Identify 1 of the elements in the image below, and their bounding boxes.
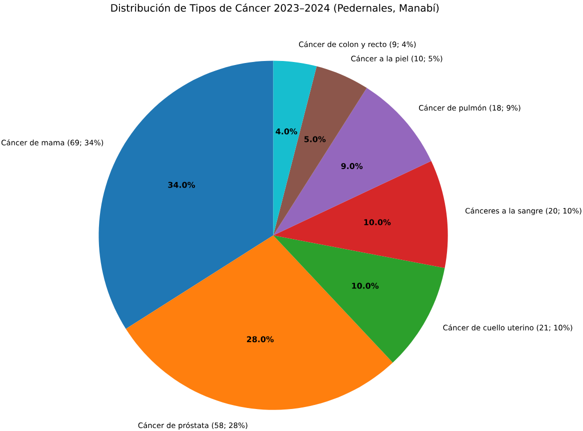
chart-title: Distribución de Tipos de Cáncer 2023–2024 (Pedernales, Manabí) [111, 4, 439, 14]
